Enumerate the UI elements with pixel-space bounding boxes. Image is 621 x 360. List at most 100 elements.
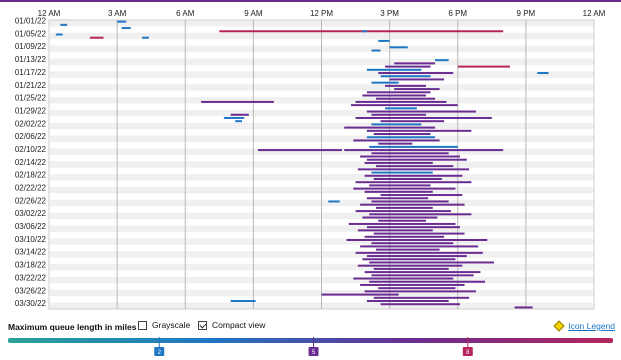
grayscale-label: Grayscale — [152, 320, 191, 330]
grayscale-checkbox[interactable] — [138, 320, 147, 330]
queue-bar — [394, 62, 436, 65]
icon-legend-link[interactable]: Icon Legend — [553, 320, 615, 332]
queue-bar — [385, 107, 417, 110]
x-tick-label: 12 AM — [38, 9, 61, 18]
compact-view-label: Compact view — [212, 320, 266, 330]
queue-bar — [385, 65, 431, 68]
queue-bar — [364, 271, 481, 274]
queue-bar — [373, 296, 470, 299]
y-date-label: 03/30/22 — [15, 299, 47, 308]
scale-tick-marker — [154, 347, 165, 356]
y-date-label: 02/22/22 — [15, 184, 47, 193]
queue-bar — [376, 97, 436, 100]
y-date-label: 03/18/22 — [15, 261, 47, 270]
queue-bar — [366, 129, 472, 132]
queue-bar — [373, 177, 442, 180]
queue-bar — [373, 133, 431, 136]
queue-bar — [364, 190, 433, 193]
grid-lines — [116, 20, 527, 309]
queue-bar — [351, 104, 458, 107]
queue-bar — [117, 20, 127, 23]
queue-bar — [457, 65, 510, 68]
y-date-label: 02/26/22 — [15, 196, 47, 205]
queue-bar — [373, 267, 449, 270]
queue-bar — [366, 300, 449, 303]
scale-tick-label: 2 — [158, 350, 162, 356]
queue-bar — [371, 152, 449, 155]
queue-bar — [360, 155, 461, 158]
x-tick-label: 6 PM — [448, 9, 467, 18]
queue-bar — [353, 277, 454, 280]
queue-bars — [55, 20, 549, 309]
top-border-line — [0, 0, 621, 2]
queue-bar — [348, 222, 456, 225]
queue-bar — [360, 203, 465, 206]
queue-bar — [366, 91, 431, 94]
queue-bar — [380, 75, 431, 78]
queue-bar — [357, 229, 433, 232]
queue-bar — [353, 187, 456, 190]
queue-bar — [353, 139, 440, 142]
y-date-label: 03/22/22 — [15, 273, 47, 282]
queue-bar — [60, 23, 68, 26]
chart-top-border — [0, 0, 621, 2]
queue-bar — [357, 168, 470, 171]
scale-gradient-bar — [8, 338, 613, 343]
queue-bar — [321, 293, 399, 296]
grayscale-option[interactable]: Grayscale — [138, 320, 190, 330]
y-date-label: 02/10/22 — [15, 145, 47, 154]
queue-bar — [355, 100, 447, 103]
queue-bar — [366, 255, 467, 258]
queue-bar — [394, 88, 440, 91]
x-tick-label: 3 PM — [380, 9, 399, 18]
queue-bar — [376, 165, 454, 168]
queue-length-scale: 2 5 8 — [8, 337, 613, 356]
queue-bar — [378, 219, 426, 222]
queue-bar — [369, 213, 472, 216]
diamond-icon — [553, 320, 565, 332]
queue-bar — [380, 120, 445, 123]
y-date-label: 03/26/22 — [15, 286, 47, 295]
queue-bar — [344, 126, 436, 129]
queue-bar — [371, 242, 454, 245]
icon-legend-label: Icon Legend — [568, 321, 615, 331]
queue-bar — [373, 232, 465, 235]
queue-length-label: Maximum queue length in miles — [8, 322, 137, 332]
scale-tick-label: 8 — [466, 350, 470, 356]
compact-view-option[interactable]: Compact view — [198, 320, 265, 330]
queue-bar — [346, 238, 488, 241]
queue-bar — [378, 287, 456, 290]
queue-bar — [378, 72, 454, 75]
x-tick-label: 12 PM — [310, 9, 333, 18]
y-date-label: 01/05/22 — [15, 29, 47, 38]
y-date-label: 01/09/22 — [15, 42, 47, 51]
y-date-label: 01/25/22 — [15, 94, 47, 103]
x-tick-label: 9 AM — [244, 9, 263, 18]
queue-bar — [371, 81, 399, 84]
y-date-label: 02/14/22 — [15, 158, 47, 167]
queue-bar — [435, 59, 449, 62]
queue-bar — [369, 184, 431, 187]
queue-bar — [142, 36, 149, 39]
queue-bar — [121, 27, 131, 30]
y-date-label: 01/17/22 — [15, 68, 47, 77]
queue-bar — [344, 149, 504, 152]
compact-view-checkbox[interactable] — [198, 320, 207, 330]
queue-bar — [366, 197, 429, 200]
queue-bar — [235, 120, 243, 123]
queue-bar — [371, 274, 474, 277]
queue-bar — [376, 206, 433, 209]
x-tick-label: 6 AM — [176, 9, 195, 18]
queue-bar — [371, 49, 381, 52]
queue-bar — [362, 258, 456, 261]
x-axis-tick-labels: 12 AM 3 AM 6 AM 9 AM 12 PM 3 PM 6 PM 9 PM 12 AM — [38, 9, 606, 18]
y-date-label: 01/13/22 — [15, 55, 47, 64]
queue-bar — [378, 39, 390, 42]
x-tick-label: 3 AM — [108, 9, 127, 18]
queue-bar — [355, 251, 483, 254]
queue-bar — [89, 36, 104, 39]
y-date-label: 02/18/22 — [15, 171, 47, 180]
queue-bar — [201, 100, 274, 103]
x-tick-label: 12 AM — [583, 9, 606, 18]
y-date-label: 01/21/22 — [15, 81, 47, 90]
